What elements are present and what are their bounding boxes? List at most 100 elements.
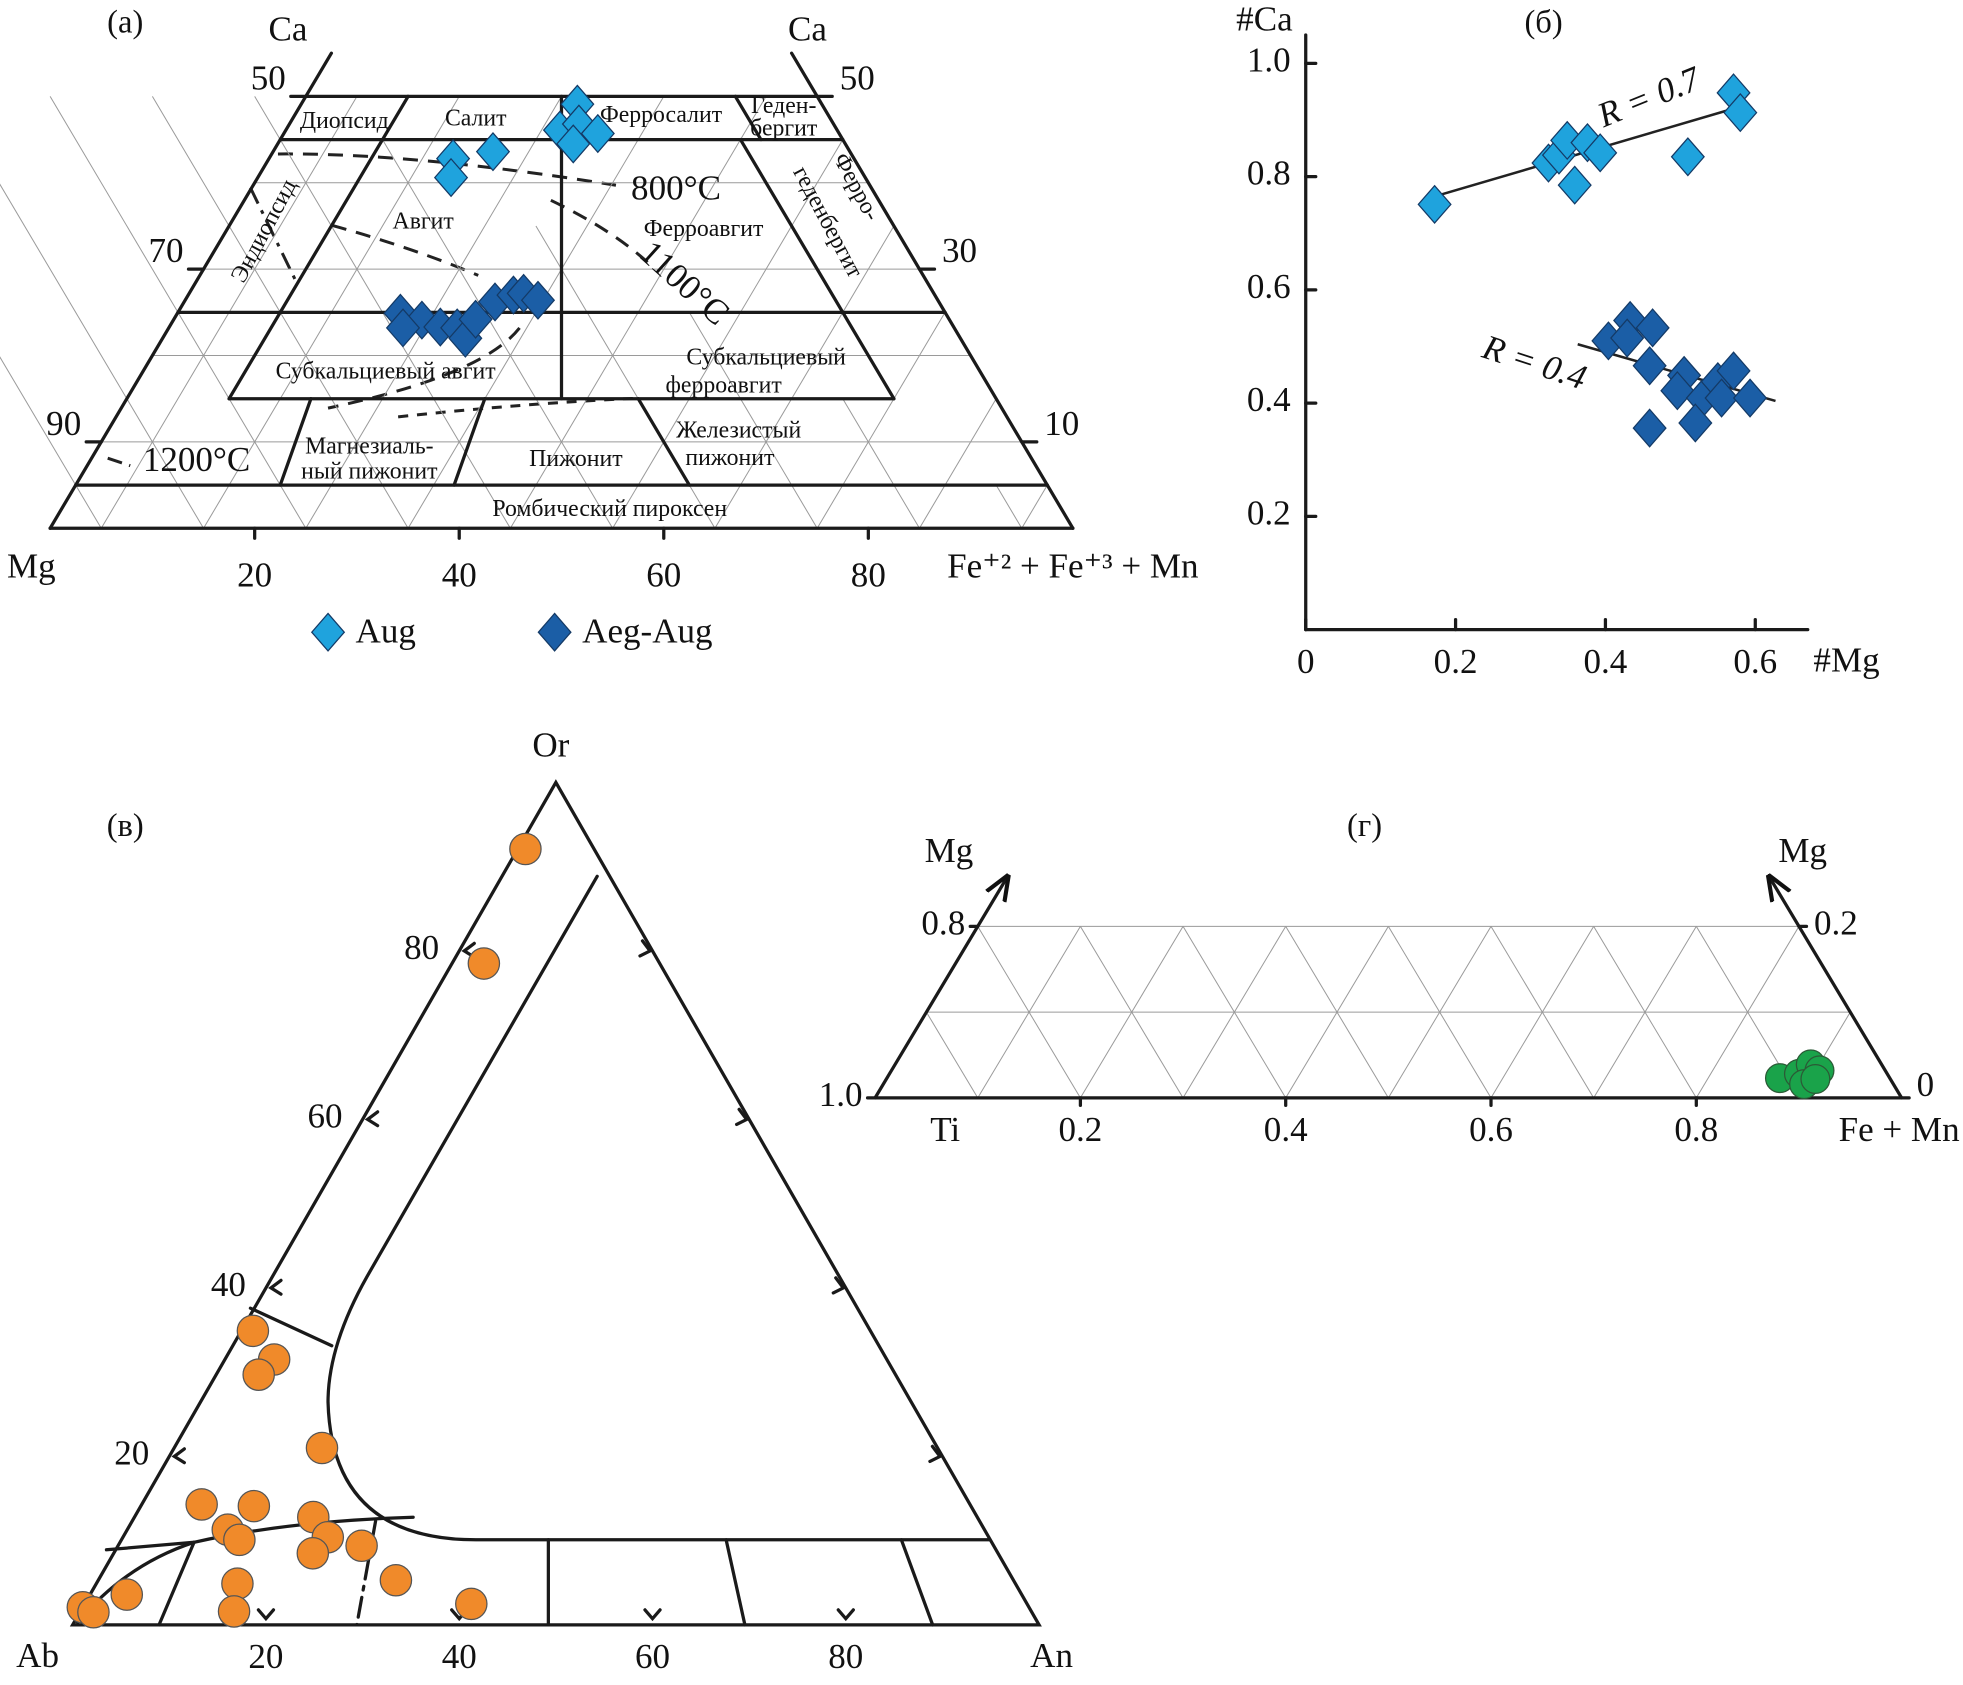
- left-tick-label: 90: [46, 404, 81, 443]
- isotherm-lines: [107, 152, 653, 468]
- left-tick-label: 80: [404, 928, 439, 967]
- left-tick-label: 0.8: [921, 903, 965, 942]
- data-point: [520, 280, 556, 320]
- corner-label: Mg: [1778, 831, 1827, 870]
- right-tick-label: 0.2: [1814, 903, 1858, 942]
- grid-line: [816, 312, 946, 529]
- left-tick-label: 60: [308, 1096, 343, 1135]
- feldspar-boundaries: [76, 874, 991, 1627]
- corner-label: Ca: [788, 10, 827, 49]
- grid-line: [842, 398, 920, 529]
- grid-line: [382, 139, 614, 529]
- data-point: [1723, 92, 1758, 133]
- corner-label: Fe + Mn: [1839, 1110, 1960, 1149]
- field-label: Геден-: [751, 93, 817, 119]
- x-tick-label: 0: [1297, 642, 1315, 681]
- trend-label: R = 0.4: [1477, 327, 1591, 397]
- legend-marker: [537, 612, 572, 652]
- corner-label: Ti: [930, 1110, 960, 1149]
- right-tick-label: 50: [840, 58, 875, 97]
- grid-line: [0, 183, 204, 529]
- x-tick-label: 0.2: [1434, 642, 1478, 681]
- data-point: [1678, 403, 1713, 443]
- data-point: [77, 1595, 110, 1629]
- tick-mark: [256, 1608, 276, 1622]
- data-point: [475, 132, 511, 172]
- field-label: Ферроавгит: [644, 216, 764, 242]
- field-label: пижонит: [685, 445, 775, 471]
- field-label: ферроавгит: [666, 372, 783, 398]
- data-point: [345, 1529, 378, 1562]
- panel-label: (а): [107, 5, 143, 41]
- field-line: [724, 1538, 747, 1627]
- field-label: Ромбический пироксен: [492, 496, 727, 522]
- data-point: [1635, 308, 1670, 348]
- y-tick-label: 0.6: [1247, 267, 1291, 306]
- y-tick-label: 1.0: [1247, 40, 1291, 79]
- data-point: [1583, 133, 1618, 173]
- solvus-line: [326, 874, 991, 1542]
- axis-edge: [1769, 877, 1904, 1100]
- data-point: [385, 308, 421, 348]
- x-axis-label: #Mg: [1813, 641, 1879, 680]
- x-tick-label: 0.6: [1469, 1110, 1513, 1149]
- field-label: Магнезиаль-: [305, 434, 434, 460]
- x-tick-label: 60: [635, 1637, 670, 1676]
- tick-mark: [831, 1276, 846, 1295]
- grid-line: [0, 356, 102, 529]
- field-label: Пижонит: [529, 446, 623, 472]
- y-axis-label: #Ca: [1236, 0, 1293, 39]
- corner-label: An: [1030, 1636, 1073, 1675]
- data-point: [580, 113, 615, 154]
- data-point: [455, 1587, 488, 1621]
- field-boundary: [733, 94, 763, 142]
- data-point: [110, 1578, 144, 1611]
- data-point: [1716, 351, 1751, 391]
- x-tick-label: 80: [828, 1637, 863, 1676]
- data-point: [305, 1431, 339, 1465]
- data-point: [296, 1537, 330, 1570]
- corner-label: Ca: [269, 10, 308, 49]
- x-tick-label: 40: [442, 1637, 477, 1676]
- data-point: [221, 1567, 254, 1600]
- x-tick-label: 0.6: [1733, 642, 1777, 681]
- field-label: Субкальциевый авгит: [276, 359, 497, 385]
- isotherm-label: 1200°C: [143, 440, 250, 479]
- data-point: [467, 947, 501, 980]
- legend-label: Aug: [356, 612, 416, 651]
- data-point: [1800, 1063, 1831, 1095]
- right-tick-label: 10: [1044, 404, 1079, 443]
- left-tick-label: 1.0: [819, 1075, 863, 1114]
- axis-edge: [873, 877, 1007, 1100]
- x-tick-label: 20: [248, 1637, 283, 1676]
- x-tick-label: 60: [646, 555, 681, 594]
- tick-mark: [928, 1444, 943, 1464]
- tick-mark: [364, 1110, 380, 1128]
- left-tick-label: 20: [114, 1433, 149, 1472]
- x-tick-label: 0.4: [1584, 642, 1628, 681]
- data-point: [237, 1489, 271, 1523]
- tick-mark: [643, 1608, 662, 1622]
- field-label: Салит: [445, 106, 507, 132]
- grid-line: [995, 484, 1023, 529]
- field-boundary: [452, 397, 487, 487]
- data-point: [1557, 165, 1592, 205]
- grid-line: [1021, 484, 1048, 529]
- field-label: бергит: [750, 116, 818, 142]
- corner-label: Or: [532, 726, 569, 765]
- y-tick-label: 0.2: [1247, 493, 1291, 532]
- isotherm-1200: [107, 456, 131, 468]
- panel-label: (в): [107, 808, 144, 844]
- panel-label: (б): [1524, 5, 1562, 41]
- axis-edge: [48, 51, 334, 530]
- data-point: [458, 299, 493, 339]
- field-line: [899, 1538, 935, 1627]
- corner-label: Ab: [16, 1636, 59, 1675]
- grid-line: [612, 139, 844, 529]
- data-point: [509, 832, 542, 866]
- grid-line: [925, 1011, 979, 1099]
- field-boundary: [738, 137, 896, 401]
- data-point: [1660, 371, 1695, 411]
- data-point: [433, 157, 469, 198]
